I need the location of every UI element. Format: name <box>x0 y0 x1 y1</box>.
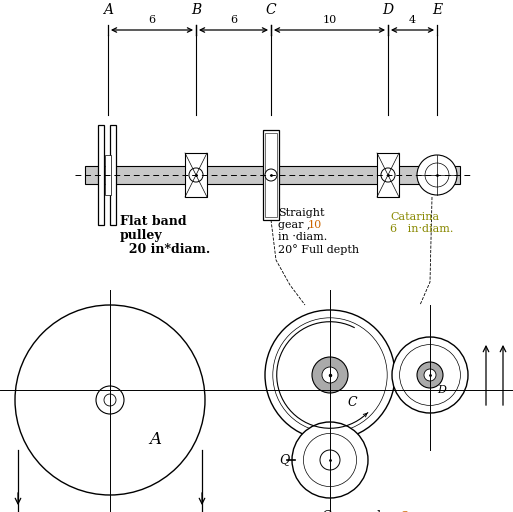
Circle shape <box>303 433 357 486</box>
Text: gear ,: gear , <box>278 220 314 230</box>
Text: propels: propels <box>332 510 387 512</box>
Text: pulley: pulley <box>120 229 163 242</box>
Circle shape <box>15 305 205 495</box>
Text: C: C <box>322 510 331 512</box>
Circle shape <box>320 450 340 470</box>
Bar <box>85 166 460 184</box>
Text: 6   in·diam.: 6 in·diam. <box>390 224 453 234</box>
Circle shape <box>322 367 338 383</box>
Text: Catarina: Catarina <box>390 212 439 222</box>
Circle shape <box>104 394 116 406</box>
Text: 6: 6 <box>148 15 155 25</box>
Circle shape <box>96 386 124 414</box>
Circle shape <box>265 169 277 181</box>
Circle shape <box>189 168 203 182</box>
Text: D: D <box>382 3 393 17</box>
Text: A: A <box>103 3 113 17</box>
Bar <box>185 153 207 197</box>
Bar <box>105 155 111 195</box>
Text: B: B <box>191 3 201 17</box>
Circle shape <box>425 163 449 187</box>
Text: C: C <box>347 396 357 410</box>
Circle shape <box>417 362 443 388</box>
Text: Straight: Straight <box>278 208 325 218</box>
Text: Q: Q <box>279 454 289 466</box>
Circle shape <box>392 337 468 413</box>
Bar <box>263 130 279 220</box>
Text: 10: 10 <box>308 220 322 230</box>
Bar <box>377 153 399 197</box>
Text: C: C <box>266 3 277 17</box>
Circle shape <box>381 168 395 182</box>
Text: Q: Q <box>398 510 408 512</box>
Text: A: A <box>149 432 161 449</box>
Bar <box>265 133 277 217</box>
Text: E: E <box>432 3 442 17</box>
Circle shape <box>312 357 348 393</box>
Circle shape <box>292 422 368 498</box>
Circle shape <box>400 345 460 406</box>
Text: Flat band: Flat band <box>120 215 187 228</box>
Text: 20° Full depth: 20° Full depth <box>278 244 359 255</box>
Bar <box>98 125 104 225</box>
Bar <box>110 125 116 225</box>
Circle shape <box>417 155 457 195</box>
Text: 10: 10 <box>322 15 337 25</box>
Text: D: D <box>438 385 446 395</box>
Text: in ·diam.: in ·diam. <box>278 232 327 242</box>
Text: 20 in*diam.: 20 in*diam. <box>120 243 210 256</box>
Text: 6: 6 <box>230 15 237 25</box>
Circle shape <box>424 369 436 381</box>
Circle shape <box>273 318 387 432</box>
Circle shape <box>265 310 395 440</box>
Text: 4: 4 <box>409 15 416 25</box>
